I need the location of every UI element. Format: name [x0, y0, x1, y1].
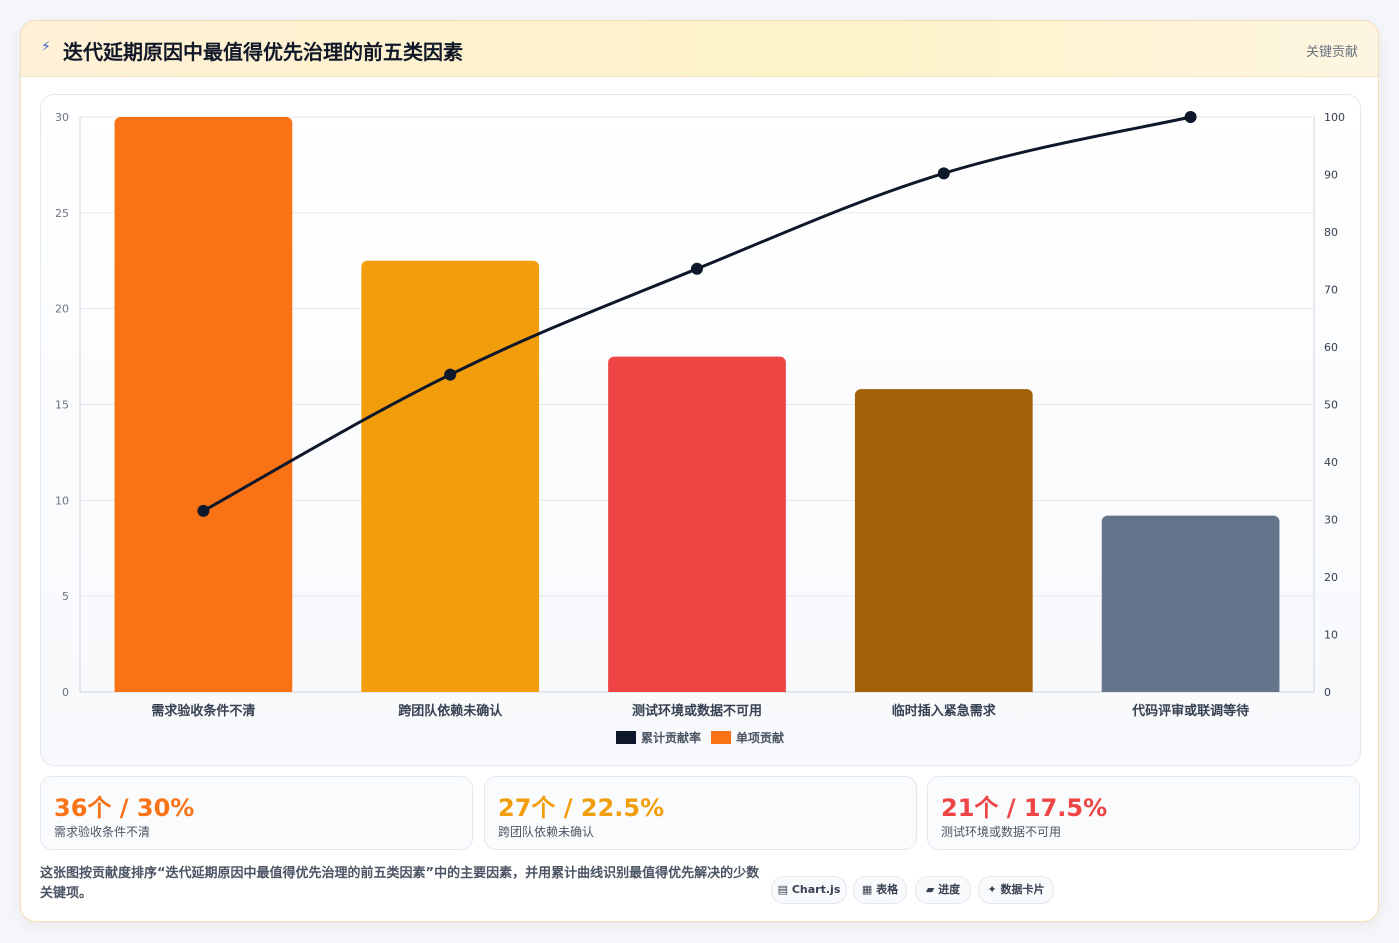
y2-tick-label: 60 — [1324, 341, 1338, 354]
stat-card: 36个 / 30% 需求验收条件不清 — [40, 776, 473, 850]
bar-base — [1101, 684, 1280, 692]
bar-base — [114, 684, 293, 692]
stat-value: 21个 / 17.5% — [941, 794, 1108, 822]
y-tick-label: 20 — [55, 303, 69, 316]
cumulative-point — [937, 167, 950, 180]
stat-card: 27个 / 22.5% 跨团队依赖未确认 — [484, 776, 917, 850]
cumulative-point — [1184, 111, 1197, 123]
legend-label: 累计贡献率 — [641, 730, 701, 745]
cumulative-point — [197, 504, 210, 517]
legend-swatch — [616, 731, 636, 744]
stat-label: 跨团队依赖未确认 — [498, 825, 595, 839]
y2-tick-label: 100 — [1324, 111, 1345, 124]
y2-tick-label: 70 — [1324, 284, 1338, 297]
bar — [361, 260, 540, 692]
stat-label: 测试环境或数据不可用 — [941, 825, 1062, 839]
y-tick-label: 15 — [55, 399, 69, 412]
chip-chartjs[interactable]: ▤ Chart.js — [771, 876, 847, 904]
y-tick-label: 5 — [62, 590, 69, 603]
y2-tick-label: 30 — [1324, 514, 1338, 527]
y2-tick-label: 40 — [1324, 456, 1338, 469]
progress-icon: ▰ — [925, 883, 935, 896]
legend-swatch — [711, 731, 731, 744]
chip-label: Chart.js — [791, 883, 841, 896]
window-icon: ▤ — [777, 883, 789, 896]
stat-value: 27个 / 22.5% — [498, 794, 665, 822]
stat-card: 21个 / 17.5% 测试环境或数据不可用 — [927, 776, 1360, 850]
legend-label: 单项贡献 — [736, 730, 784, 745]
x-tick-label: 需求验收条件不清 — [151, 703, 255, 719]
cumulative-point — [444, 368, 457, 381]
y2-tick-label: 10 — [1324, 629, 1338, 642]
chip-data-card[interactable]: ✦ 数据卡片 — [978, 876, 1054, 904]
chart-container: 0 5 10 15 20 25 30 0 10 20 30 40 50 60 70 80 90 100 需求验收条件… — [40, 94, 1361, 766]
x-tick-label: 测试环境或数据不可用 — [632, 703, 762, 719]
chart-description: 这张图按贡献度排序“迭代延期原因中最值得优先治理的前五类因素”中的主要因素，并用… — [40, 866, 760, 901]
cumulative-point — [691, 262, 703, 275]
pareto-chart: 0 5 10 15 20 25 30 0 10 20 30 40 50 60 70 80 90 100 需求验收条件… — [55, 111, 1345, 745]
chip-label: 进度 — [938, 883, 961, 896]
chip-progress[interactable]: ▰ 进度 — [915, 876, 971, 904]
table-icon: ▦ — [861, 883, 873, 896]
chip-label: 表格 — [876, 883, 899, 896]
card-header: ⚡ 迭代延期原因中最值得优先治理的前五类因素 关键贡献 — [21, 21, 1378, 77]
lightning-icon: ⚡ — [41, 39, 51, 55]
y2-tick-label: 90 — [1324, 169, 1338, 182]
header-tag: 关键贡献 — [1305, 45, 1358, 60]
x-tick-label: 临时插入紧急需求 — [892, 703, 997, 719]
y-tick-label: 25 — [55, 207, 69, 220]
chip-table[interactable]: ▦ 表格 — [853, 876, 907, 904]
y2-tick-label: 50 — [1324, 399, 1338, 412]
bar-base — [608, 684, 786, 692]
x-tick-label: 代码评审或联调等待 — [1131, 703, 1249, 719]
bar — [608, 356, 786, 692]
x-tick-label: 跨团队依赖未确认 — [398, 703, 503, 719]
y2-tick-label: 20 — [1324, 571, 1338, 584]
chip-label: 数据卡片 — [1000, 883, 1045, 896]
bar-base — [854, 684, 1033, 692]
y2-tick-label: 80 — [1324, 226, 1338, 239]
stat-value: 36个 / 30% — [54, 794, 195, 822]
y2-tick-label: 0 — [1324, 686, 1331, 699]
y-tick-label: 0 — [62, 686, 69, 699]
y-tick-label: 10 — [55, 494, 69, 507]
bar — [854, 389, 1033, 692]
y-tick-label: 30 — [55, 111, 69, 124]
bar — [114, 117, 293, 692]
sparkle-icon: ✦ — [987, 883, 997, 896]
chart-card: ⚡ 迭代延期原因中最值得优先治理的前五类因素 关键贡献 0 5 10 15 20 25 30… — [20, 20, 1379, 922]
page-title: 迭代延期原因中最值得优先治理的前五类因素 — [63, 40, 463, 64]
stat-label: 需求验收条件不清 — [54, 825, 151, 839]
bar — [1101, 515, 1280, 692]
bar-base — [361, 684, 540, 692]
